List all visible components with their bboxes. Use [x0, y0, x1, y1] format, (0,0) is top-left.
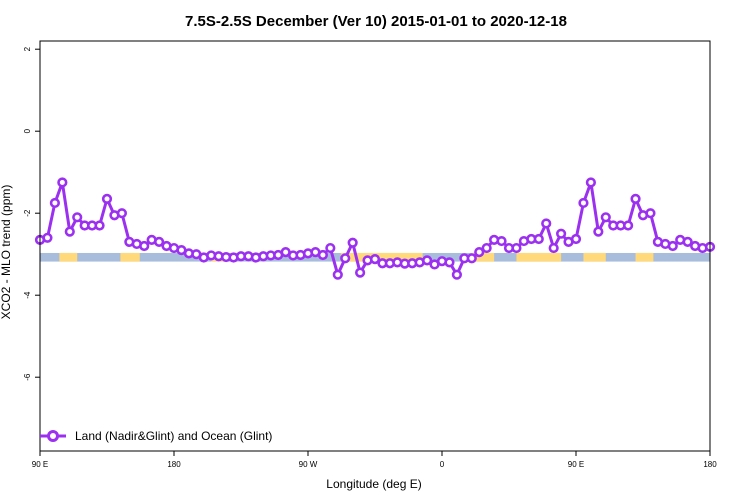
data-point [511, 242, 522, 254]
data-point [72, 212, 83, 223]
y-tick-label: 2 [23, 46, 32, 51]
data-point [317, 249, 328, 261]
x-tick-label: 90 W [299, 460, 318, 469]
plot-area-frame [39, 40, 711, 452]
data-point [139, 240, 150, 252]
data-point [548, 242, 559, 254]
data-point [369, 254, 381, 265]
data-point [585, 177, 596, 188]
data-point [347, 237, 358, 248]
data-point [422, 255, 433, 266]
data-point [533, 233, 544, 245]
data-point [42, 232, 53, 243]
data-point [340, 253, 351, 264]
series-layer [34, 177, 716, 280]
data-point [541, 218, 552, 229]
data-point [496, 235, 507, 247]
y-tick-label: 0 [23, 128, 32, 133]
legend: Land (Nadir&Glint) and Ocean (Glint) [40, 429, 272, 443]
data-point [101, 193, 113, 204]
land-segment [471, 252, 495, 262]
data-point [154, 236, 165, 247]
data-point [355, 267, 366, 278]
x-tick-label: 180 [167, 460, 181, 469]
land-segment [59, 252, 78, 262]
data-point [49, 197, 60, 209]
land-segment [583, 252, 606, 262]
x-tick-label: 90 E [568, 460, 584, 469]
data-point [116, 208, 127, 219]
legend-label: Land (Nadir&Glint) and Ocean (Glint) [75, 429, 272, 443]
data-point [593, 226, 604, 237]
data-point [667, 240, 678, 252]
land-segment [516, 252, 562, 262]
data-point [600, 212, 611, 223]
data-point [444, 257, 455, 268]
x-tick-label: 90 E [32, 460, 48, 469]
chart-title: 7.5S-2.5S December (Ver 10) 2015-01-01 t… [185, 13, 567, 30]
y-tick-label: -2 [23, 209, 32, 217]
x-axis-label: Longitude (deg E) [326, 477, 421, 491]
x-axis: 90 E 180 90 W 0 90 E 180 [32, 451, 717, 469]
data-point [570, 233, 582, 245]
data-point [57, 177, 68, 188]
x-tick-label: 180 [703, 460, 717, 469]
data-point [556, 228, 567, 239]
data-point [578, 197, 589, 209]
y-axis-label: XCO2 - MLO trend (ppm) [0, 185, 13, 320]
data-point [481, 242, 492, 254]
data-point [451, 269, 462, 280]
legend-marker [47, 430, 59, 442]
x-tick-label: 0 [440, 460, 445, 469]
data-point [64, 226, 75, 237]
data-point [94, 220, 105, 231]
data-point [466, 253, 477, 264]
data-point [645, 208, 656, 219]
land-segment [120, 252, 140, 262]
data-point [474, 247, 485, 258]
land-segment [635, 252, 654, 262]
data-point [630, 193, 641, 204]
y-axis: 2 0 -2 -4 -6 [23, 46, 40, 381]
data-point [682, 236, 693, 247]
y-tick-label: -6 [23, 373, 32, 381]
data-point [332, 269, 343, 280]
data-point [325, 242, 336, 254]
land-segment [340, 252, 423, 262]
y-tick-label: -4 [23, 291, 32, 299]
data-point [623, 220, 634, 231]
